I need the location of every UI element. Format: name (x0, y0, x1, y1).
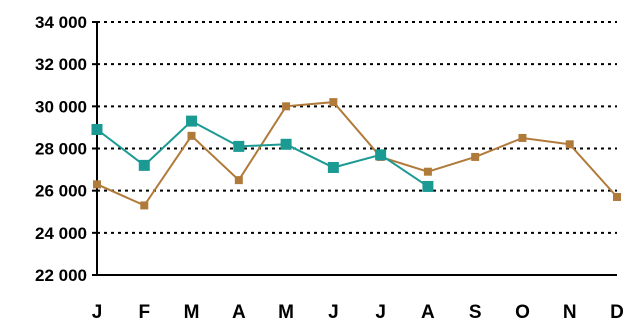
series-1-point (327, 161, 339, 173)
series-2-point (93, 180, 101, 189)
y-tick-label: 22 000 (35, 266, 87, 285)
series-2-point (282, 102, 291, 111)
series-2 (93, 98, 621, 210)
series-2-line (96, 101, 618, 207)
series-2-point (187, 131, 196, 140)
series-2-point (140, 201, 149, 210)
y-tick-label: 34 000 (35, 13, 87, 32)
x-tick-label: A (421, 302, 435, 323)
series-1-point (375, 149, 387, 161)
series-2-point (329, 98, 338, 107)
series-2-point (423, 167, 432, 176)
x-tick-label: D (610, 302, 624, 323)
x-tick-label: J (375, 302, 386, 323)
x-tick-label: J (328, 302, 339, 323)
x-tick-label: O (515, 302, 530, 323)
x-tick-label: S (469, 302, 482, 323)
x-tick-label: N (563, 302, 577, 323)
x-tick-label: M (278, 302, 294, 323)
x-tick-label: A (232, 302, 246, 323)
series-2-point (471, 152, 480, 161)
y-tick-label: 26 000 (35, 182, 87, 201)
x-tick-label: J (92, 302, 103, 323)
series-1-point (280, 138, 292, 150)
y-tick-label: 24 000 (35, 224, 87, 243)
series-1-point (91, 124, 103, 136)
series-2-point (234, 176, 243, 185)
y-tick-label: 28 000 (35, 140, 87, 159)
x-tick-label: F (138, 302, 150, 323)
series-1-point (138, 159, 150, 171)
series-1 (91, 115, 434, 192)
series-1-point (186, 115, 198, 127)
y-axis-ticks: 22 000 24 000 26 000 28 000 30 000 32 000 34 0… (35, 13, 97, 285)
y-tick-label: 32 000 (35, 55, 87, 74)
series-2-point (613, 192, 621, 201)
series-1-point (233, 140, 245, 152)
x-tick-label: M (184, 302, 200, 323)
grid-lines (97, 21, 617, 234)
series-group (91, 98, 621, 210)
series-2-point (518, 133, 527, 142)
series-1-point (422, 180, 434, 192)
series-2-point (565, 140, 574, 149)
y-tick-label: 30 000 (35, 97, 87, 116)
series-1-line (96, 119, 429, 188)
